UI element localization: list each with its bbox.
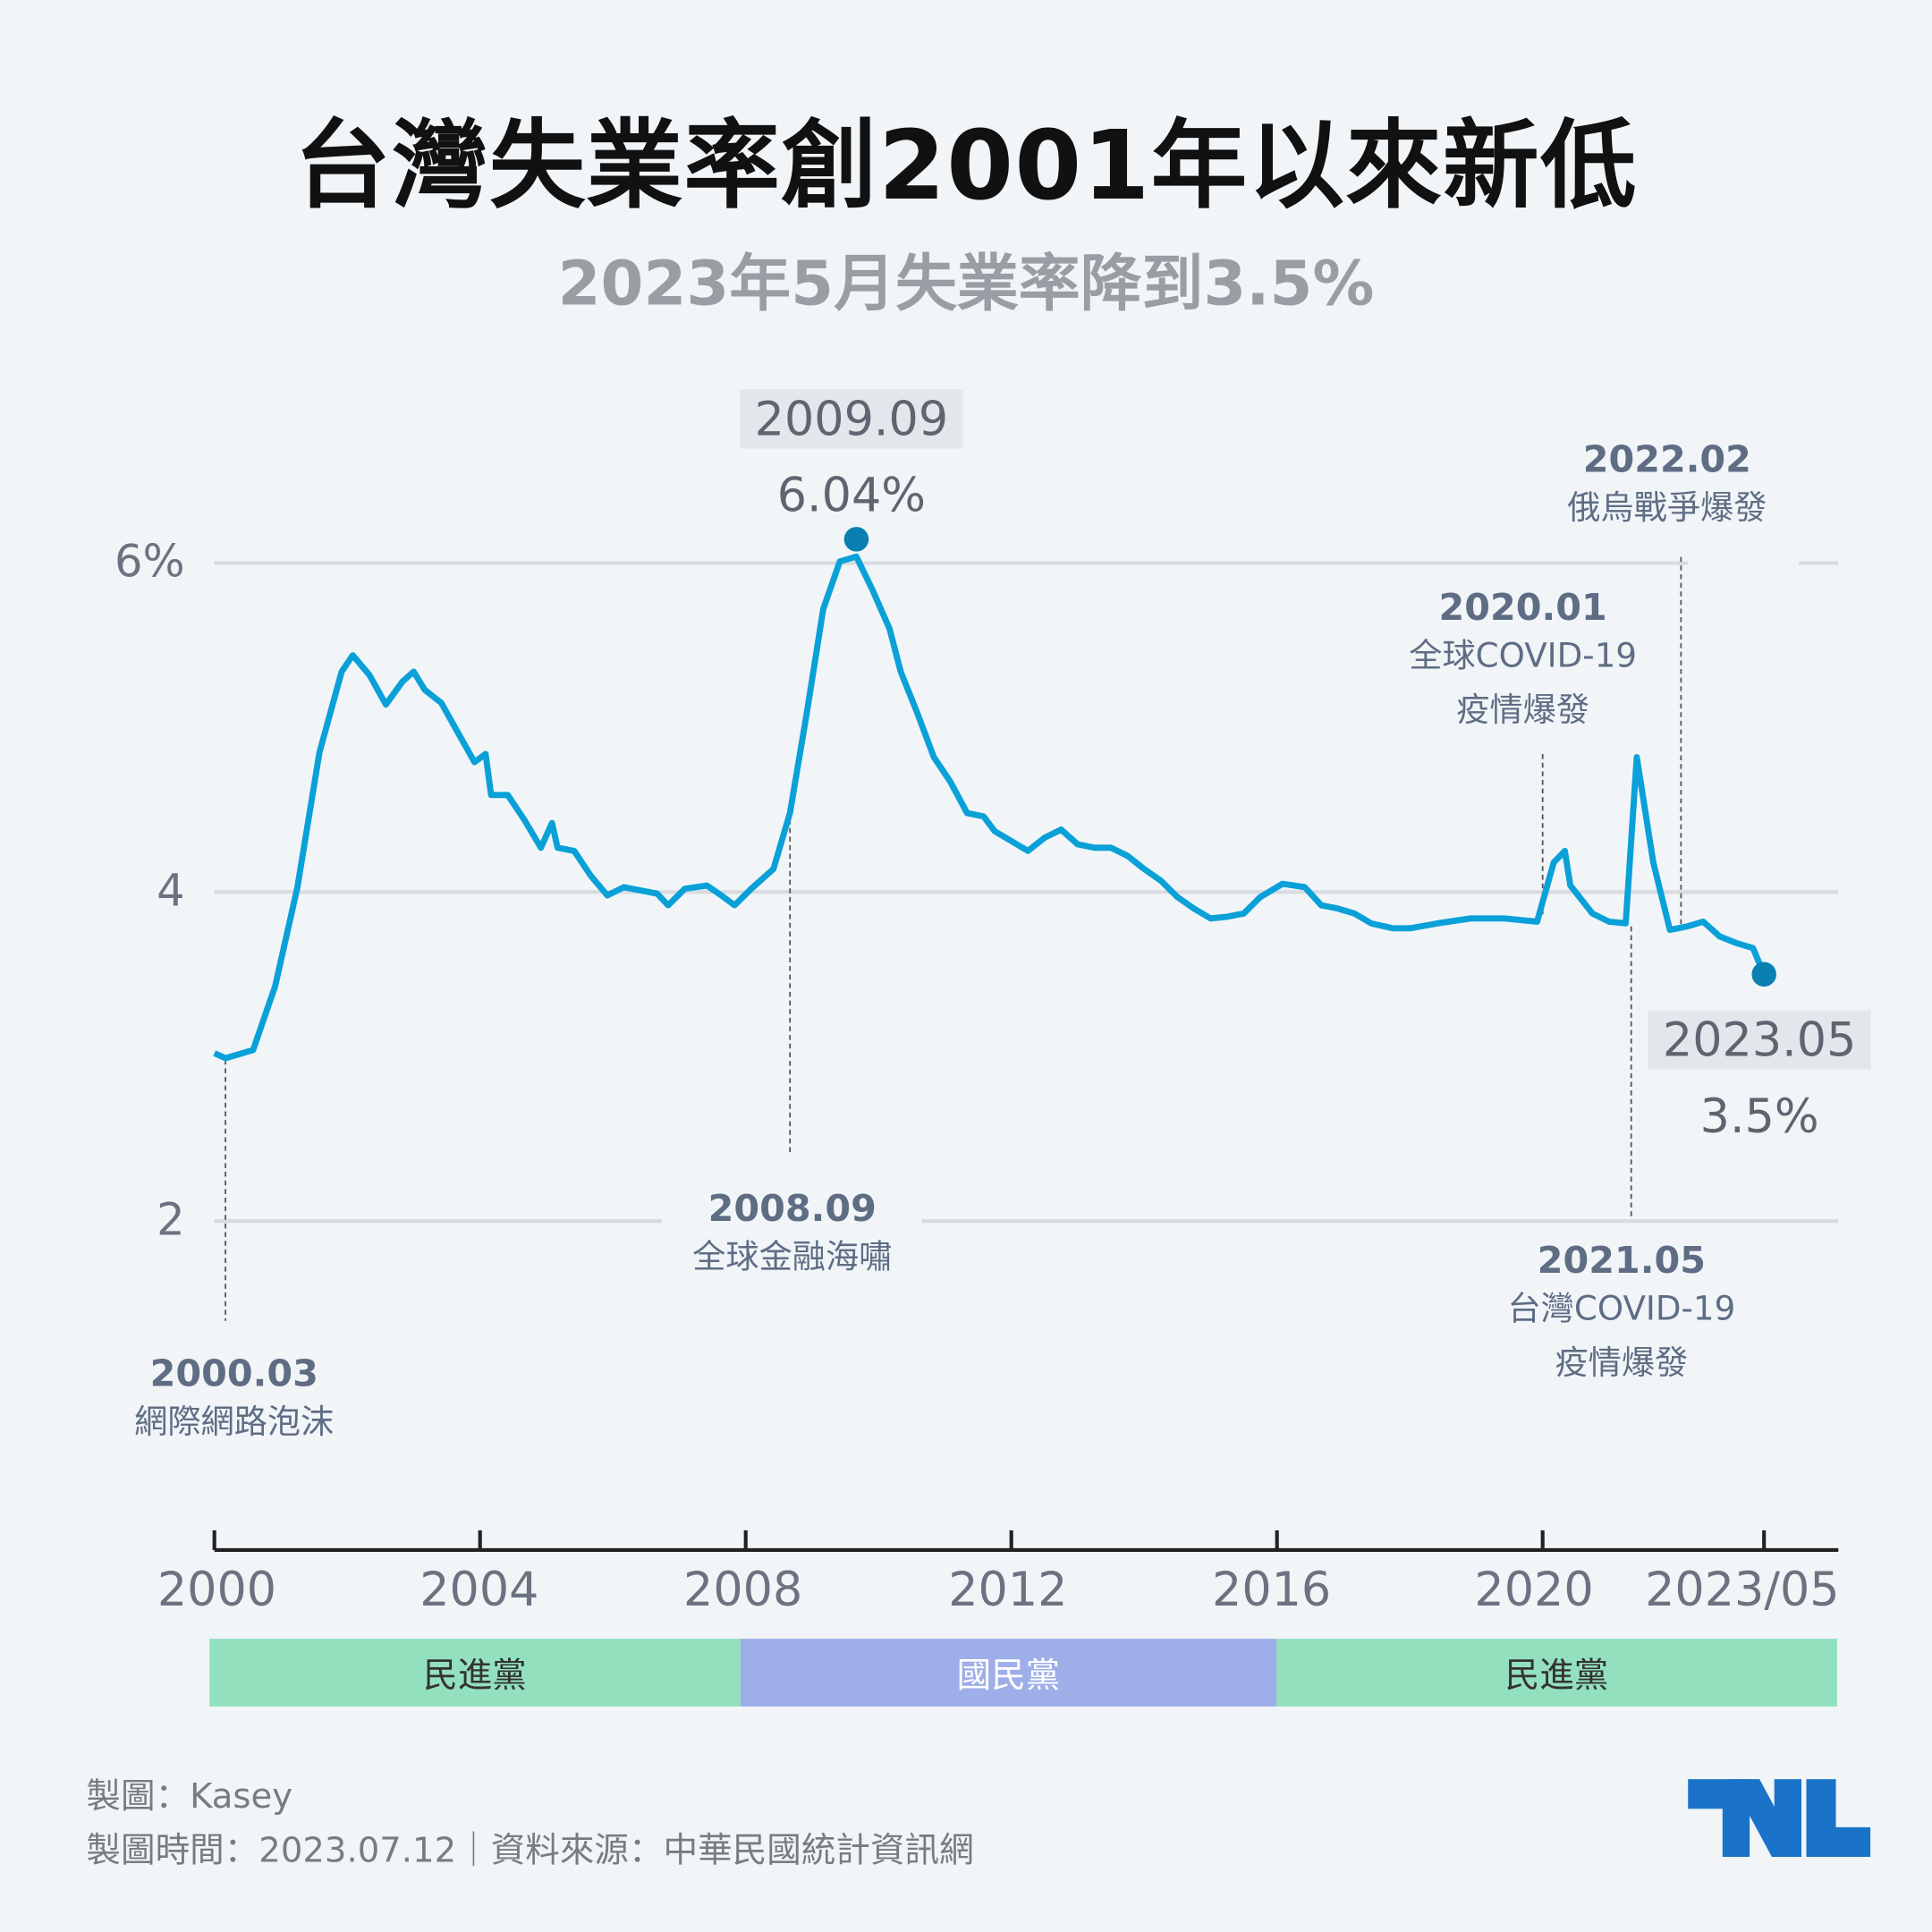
annotation-date: 2020.01 [1438, 586, 1607, 630]
x-tick-2004: 2004 [419, 1562, 539, 1617]
annotation-date: 2008.09 [708, 1187, 877, 1232]
annotation-text: 台灣COVID-19 [1507, 1290, 1736, 1328]
highlight-dot [1751, 962, 1776, 987]
latest-value-label: 3.5% [1699, 1089, 1819, 1144]
y-tick-2: 2 [157, 1195, 185, 1246]
annotation-2021-05: 2021.05 台灣COVID-19 疫情爆發 [1507, 1240, 1735, 1391]
highlight-dot [843, 527, 869, 552]
annotation-date: 2021.05 [1537, 1239, 1706, 1284]
y-tick-6: 6% [114, 537, 185, 589]
period-label: 國民黨 [956, 1654, 1061, 1695]
annotation-text: 全球COVID-19 [1409, 637, 1638, 675]
annotation-2008-09: 2008.09 全球金融海嘯 [692, 1188, 892, 1285]
annotation-text: 疫情爆發 [1555, 1343, 1689, 1383]
peak-date-label: 2009.09 [740, 389, 963, 449]
annotation-2000-03: 2000.03 網際網路泡沫 [134, 1353, 334, 1451]
annotation-text: 俄烏戰爭爆發 [1567, 488, 1767, 528]
annotation-2020-01: 2020.01 全球COVID-19 疫情爆發 [1409, 587, 1637, 738]
annotation-text: 全球金融海嘯 [692, 1238, 893, 1277]
annotation-date: 2000.03 [149, 1352, 318, 1396]
subtitle: 2023年5月失業率降到3.5% [557, 247, 1375, 319]
annotation-2022-02: 2022.02 俄烏戰爭爆發 [1567, 438, 1767, 536]
period-label: 民進黨 [423, 1654, 527, 1695]
source-credit: 製圖時間：2023.07.12｜資料來源：中華民國統計資訊網 [86, 1829, 974, 1871]
x-tick-2000: 2000 [157, 1562, 277, 1617]
period-kmt-2008-2016: 國民黨 [740, 1639, 1277, 1707]
annotation-text: 網際網路泡沫 [134, 1403, 335, 1442]
annotation-date: 2022.02 [1582, 438, 1751, 482]
latest-date-label: 2023.05 [1648, 1010, 1871, 1070]
x-tick-2020: 2020 [1474, 1562, 1594, 1617]
period-dpp-2000-2008: 民進黨 [209, 1639, 741, 1707]
period-label: 民進黨 [1504, 1654, 1609, 1695]
author-credit: 製圖：Kasey [86, 1775, 293, 1817]
annotation-text: 疫情爆發 [1456, 691, 1590, 730]
period-dpp-2016-2023: 民進黨 [1276, 1639, 1837, 1707]
x-tick-2012: 2012 [948, 1562, 1068, 1617]
page-title: 台灣失業率創2001年以來新低 [294, 110, 1638, 222]
peak-value-label: 6.04% [776, 468, 927, 523]
y-tick-4: 4 [157, 866, 185, 917]
x-tick-2008: 2008 [683, 1562, 803, 1617]
x-tick-2016: 2016 [1212, 1562, 1332, 1617]
x-tick-2023-05: 2023/05 [1645, 1562, 1840, 1617]
